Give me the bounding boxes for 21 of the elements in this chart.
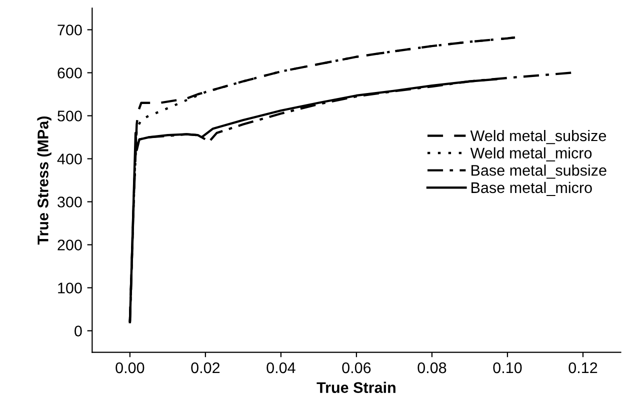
y-tick-label: 400 [57,154,82,164]
x-tick-label: 0.06 [342,362,371,374]
y-tick-label: 700 [58,24,82,36]
y-tick-label: 0 [74,326,82,336]
x-tick-label: 0.12 [568,362,598,374]
x-tick-label: 0.04 [266,362,296,374]
legend-label: Weld metal_subsize [470,130,606,144]
y-tick-label: 500 [58,110,82,122]
x-tick-label: 0.02 [191,362,220,374]
legend-label: Base metal_subsize [472,164,606,179]
x-tick-label: 0.00 [116,362,144,374]
x-tick-label: 0.08 [418,362,446,374]
x-axis-title: True Strain [316,382,396,393]
y-axis-title: True Stress (MPa) [37,116,52,245]
legend-label: Base metal_micro [472,182,592,196]
legend-label: Weld metal_micro [470,147,592,162]
x-tick-label: 0.10 [493,362,522,374]
y-tick-label: 600 [58,68,82,78]
y-tick-label: 100 [58,282,82,294]
y-tick-label: 300 [58,196,82,208]
y-tick-label: 200 [58,240,82,250]
